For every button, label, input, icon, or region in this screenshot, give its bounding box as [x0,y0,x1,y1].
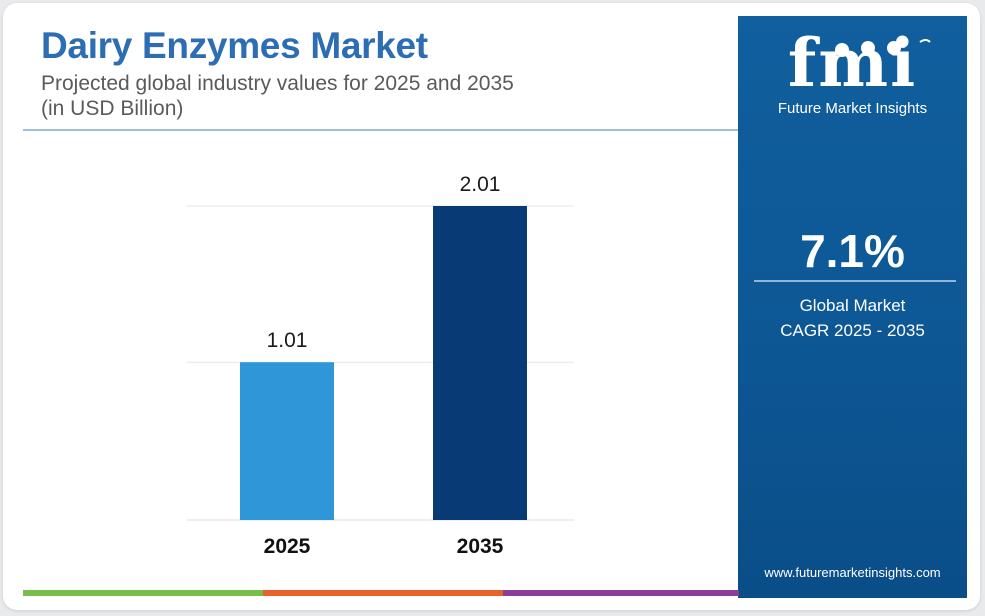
summary-panel: fmi Future Market Insights 7.1% Global M… [738,16,967,598]
stripe-purple [503,590,739,596]
unit-line: (in USD Billion) [41,97,184,120]
bar-2025 [240,362,334,520]
stripe-green [23,590,263,596]
chart-subtitle: Projected global industry values for 202… [41,71,681,121]
subtitle-line: Projected global industry values for 202… [41,72,514,95]
header-divider [23,129,739,131]
bar-2035 [433,206,527,520]
logo-globe-icons [835,39,931,57]
logo-mark: fmi [787,24,918,102]
bar-chart: 1.01 2025 2.01 2035 [187,173,574,558]
website-link[interactable]: www.futuremarketinsights.com [764,565,941,580]
brand-name: Future Market Insights [777,100,928,117]
x-tick-label-2035: 2035 [457,535,504,558]
cagr-value: 7.1% [800,225,905,277]
bottom-stripe [23,590,739,596]
page-title: Dairy Enzymes Market [41,25,428,66]
stripe-orange [263,590,503,596]
infographic-card: Dairy Enzymes Market Projected global in… [3,3,980,610]
cagr-divider [754,280,956,282]
cagr-label-line2: CAGR 2025 - 2035 [780,321,925,340]
data-label-2025: 1.01 [267,329,308,352]
x-tick-label-2025: 2025 [264,535,311,558]
data-label-2035: 2.01 [460,173,501,196]
cagr-label: Global Market CAGR 2025 - 2035 [738,293,967,343]
cagr-label-line1: Global Market [799,296,906,315]
fmi-logo: fmi Future Market Insights [738,28,967,117]
